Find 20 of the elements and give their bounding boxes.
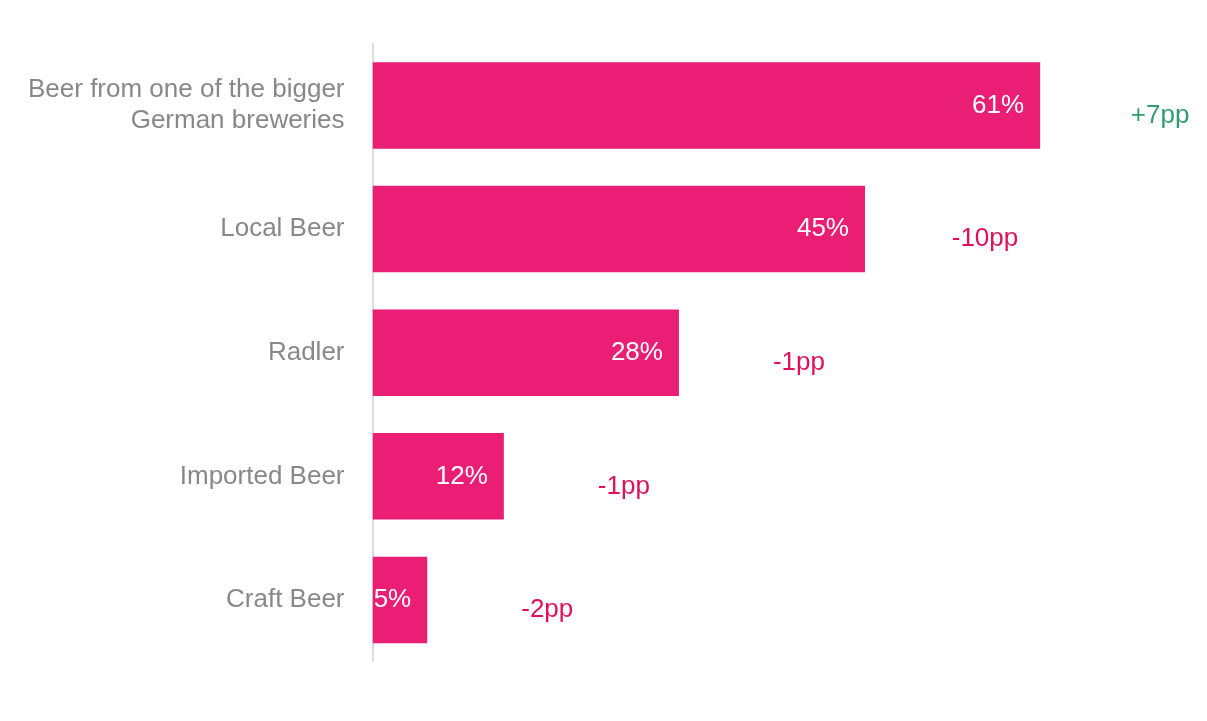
text: +7pp: [1130, 98, 1190, 129]
data-label: 5%: [373, 583, 412, 614]
y-tick-label: Craft Beer: [226, 583, 345, 614]
bar: [372, 556, 428, 644]
y-tick-label: Beer from one of the bigger German breweries: [27, 72, 345, 135]
annotation: -1pp: [772, 345, 825, 376]
annotation: -10pp: [951, 222, 1019, 253]
y-tick-label: Imported Beer: [179, 459, 345, 490]
y-tick-label: Local Beer: [220, 212, 345, 243]
annotation: -2pp: [521, 593, 574, 624]
data-label: 28%: [610, 335, 663, 366]
data-label: 45%: [796, 212, 849, 243]
bar: [372, 62, 1041, 149]
y-tick-label: Radler: [267, 335, 345, 366]
bar: [372, 185, 865, 273]
annotation: -1pp: [597, 469, 650, 500]
data-label: 61%: [972, 88, 1025, 119]
bar: [372, 433, 504, 520]
bar: [372, 309, 679, 396]
data-label: 12%: [435, 459, 488, 490]
